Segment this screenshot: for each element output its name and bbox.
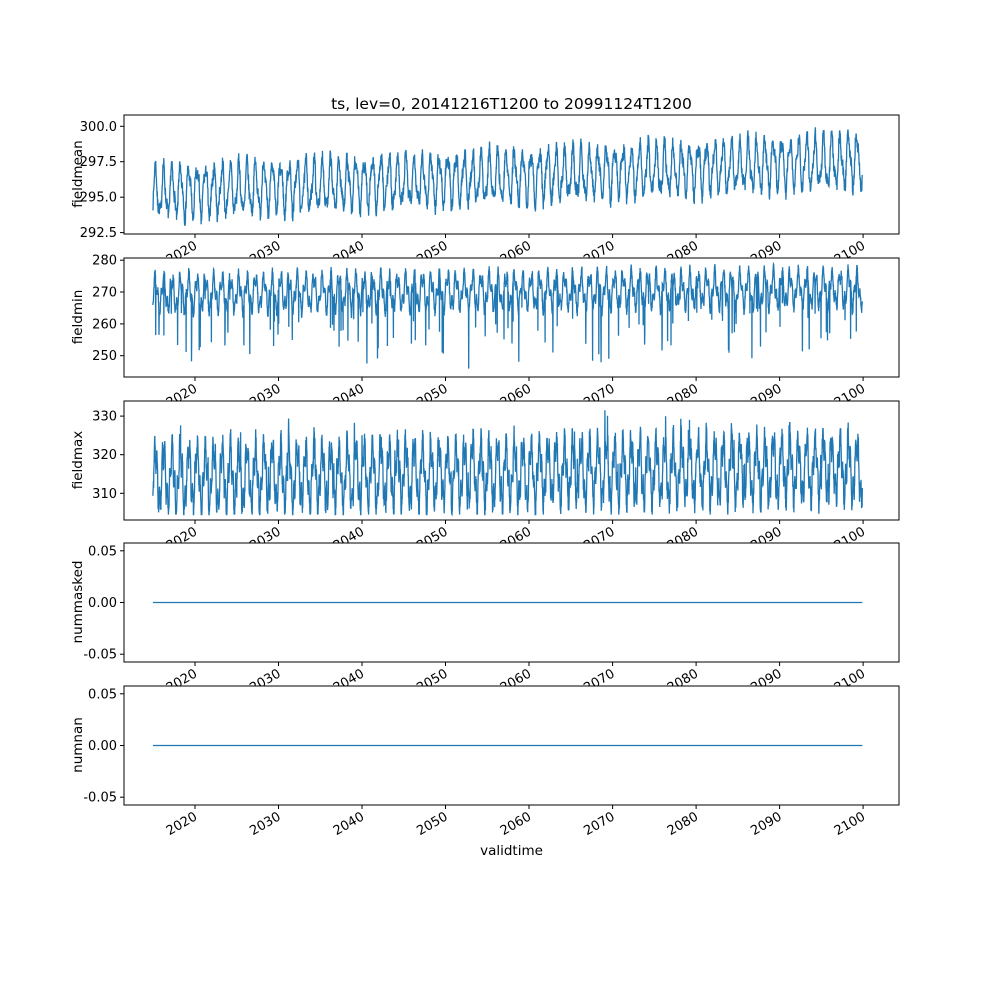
axes-background [124, 115, 899, 234]
x-tick-label: 2040 [331, 809, 367, 839]
y-tick-label: 295.0 [80, 191, 117, 206]
y-tick-label: -0.05 [83, 791, 117, 806]
series-fieldmin [152, 261, 863, 369]
x-axis-label: validtime [480, 843, 543, 859]
series-fieldmax [152, 410, 863, 517]
x-tick-label: 2050 [414, 809, 450, 839]
y-axis-label-fieldmax: fieldmax [70, 430, 86, 490]
x-tick-label: 2060 [498, 809, 534, 839]
axes-frame [123, 400, 900, 521]
y-tick-label: -0.05 [83, 648, 117, 663]
y-tick-label: 330 [92, 410, 117, 425]
y-tick-label: 250 [92, 349, 117, 364]
y-tick-label: 0.00 [88, 739, 117, 754]
y-tick-label: 0.05 [88, 544, 117, 559]
y-tick-label: 297.5 [80, 155, 117, 170]
x-tick-label: 2080 [665, 809, 701, 839]
figure-title: ts, lev=0, 20141216T1200 to 20991124T120… [331, 95, 692, 113]
x-tick-label: 2020 [164, 809, 200, 839]
y-tick-label: 0.00 [88, 596, 117, 611]
axes-frame [123, 114, 900, 235]
y-tick-label: 320 [92, 448, 117, 463]
y-tick-label: 300.0 [80, 120, 117, 135]
x-tick-label: 2090 [748, 809, 784, 839]
y-tick-label: 270 [92, 286, 117, 301]
x-tick-label: 2070 [581, 809, 617, 839]
y-axis-label-fieldmean: fieldmean [70, 140, 86, 208]
y-tick-label: 280 [92, 254, 117, 269]
x-tick-label: 2100 [832, 809, 868, 839]
y-tick-label: 260 [92, 317, 117, 332]
y-tick-label: 0.05 [88, 687, 117, 702]
series-fieldmean [152, 127, 863, 226]
x-tick-label: 2030 [247, 809, 283, 839]
y-axis-label-nummasked: nummasked [70, 560, 86, 644]
subplot-numnan: -0.05 0.00 0.05 2020 2030 2040 2050 2060 2070 208… [83, 685, 900, 839]
axes-frame [123, 257, 900, 378]
y-axis-label-numnan: numnan [70, 717, 86, 773]
y-axis-label-fieldmin: fieldmin [70, 289, 86, 345]
y-tick-label: 292.5 [80, 226, 117, 241]
y-tick-label: 310 [92, 487, 117, 502]
